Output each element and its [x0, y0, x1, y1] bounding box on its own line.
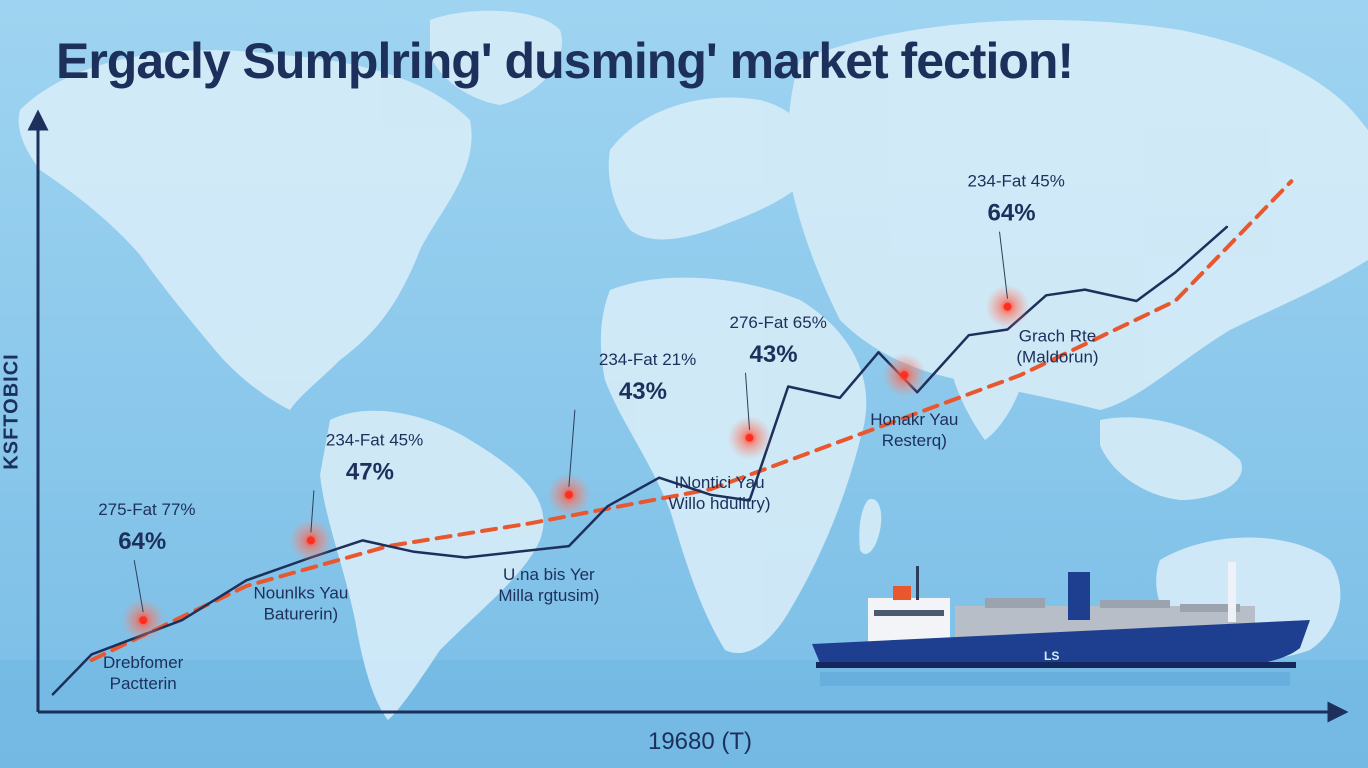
- ship-waterline: [816, 662, 1296, 668]
- land-south-america: [320, 410, 544, 720]
- trend-line: [89, 179, 1294, 663]
- annotation-leader: [568, 409, 576, 487]
- x-axis-label: 19680 (T): [647, 728, 753, 755]
- highlight-dot: [900, 371, 909, 380]
- highlight-dot: [745, 433, 754, 442]
- ship-funnel: [893, 586, 911, 600]
- land-greenland: [430, 10, 562, 105]
- highlight-dot: [306, 536, 315, 545]
- annotation-caption: Honakr Yau Resterq): [870, 410, 958, 450]
- land-north-america: [18, 50, 472, 411]
- y-axis-label: KSFTOBICI: [0, 353, 23, 470]
- land-africa: [600, 277, 867, 654]
- annotation-label: 275-Fat 77%: [98, 500, 195, 519]
- ship-mast: [916, 566, 919, 600]
- annotation-value: 43%: [619, 378, 667, 405]
- land-japan: [1227, 167, 1264, 246]
- ship-hull: [812, 620, 1310, 668]
- annotation-label: 234-Fat 45%: [326, 430, 423, 449]
- land-indian-subcontinent: [950, 330, 1025, 440]
- annotation-layer: 275-Fat 77% 64% Drebfomer Pactterin 234-Fat …: [98, 172, 1098, 694]
- ship-superstructure: [868, 598, 950, 644]
- annotation-caption: U.na bis Yer Milla rgtusim): [498, 565, 599, 605]
- chart-title: Ergacly Sumplring' dusming' market fecti…: [56, 33, 1074, 89]
- ship-crane: [1228, 562, 1236, 622]
- land-southeast-asia: [1100, 417, 1242, 500]
- land-asia: [788, 20, 1368, 410]
- annotation-caption: Nounlks Yau Baturerin): [253, 583, 348, 623]
- cargo-ship: LS: [812, 562, 1310, 686]
- ship-blue-tower: [1068, 572, 1090, 620]
- annotation-leader: [310, 490, 315, 533]
- trend-layer: [89, 179, 1294, 663]
- annotation-value: 47%: [346, 458, 394, 485]
- highlight-dot: [1003, 302, 1012, 311]
- ship-bridge-windows: [874, 610, 944, 616]
- axes: [27, 109, 1349, 723]
- land-madagascar: [859, 499, 882, 554]
- annotation-label: 276-Fat 65%: [730, 313, 827, 332]
- world-map: [18, 10, 1368, 720]
- annotation-caption: INontici Yau Willo hdulitry): [668, 473, 770, 513]
- annotation-caption: Drebfomer Pactterin: [103, 653, 184, 693]
- annotation-value: 43%: [750, 341, 798, 368]
- highlight-dot: [564, 490, 573, 499]
- land-europe: [608, 97, 813, 240]
- annotation-leader: [133, 560, 144, 613]
- annotation-leader: [745, 372, 750, 430]
- ship-reflection: [820, 672, 1290, 686]
- annotation-label: 234-Fat 45%: [968, 172, 1065, 191]
- annotation-value: 64%: [988, 200, 1036, 227]
- highlight-dot: [139, 616, 148, 625]
- annotation-value: 64%: [118, 528, 166, 555]
- marker-layer: [121, 284, 1030, 643]
- ship-hull-text: LS: [1044, 649, 1059, 663]
- annotation-caption: Grach Rte (Maldorun): [1016, 327, 1098, 367]
- annotation-label: 234-Fat 21%: [599, 350, 696, 369]
- annotation-leader: [999, 231, 1008, 299]
